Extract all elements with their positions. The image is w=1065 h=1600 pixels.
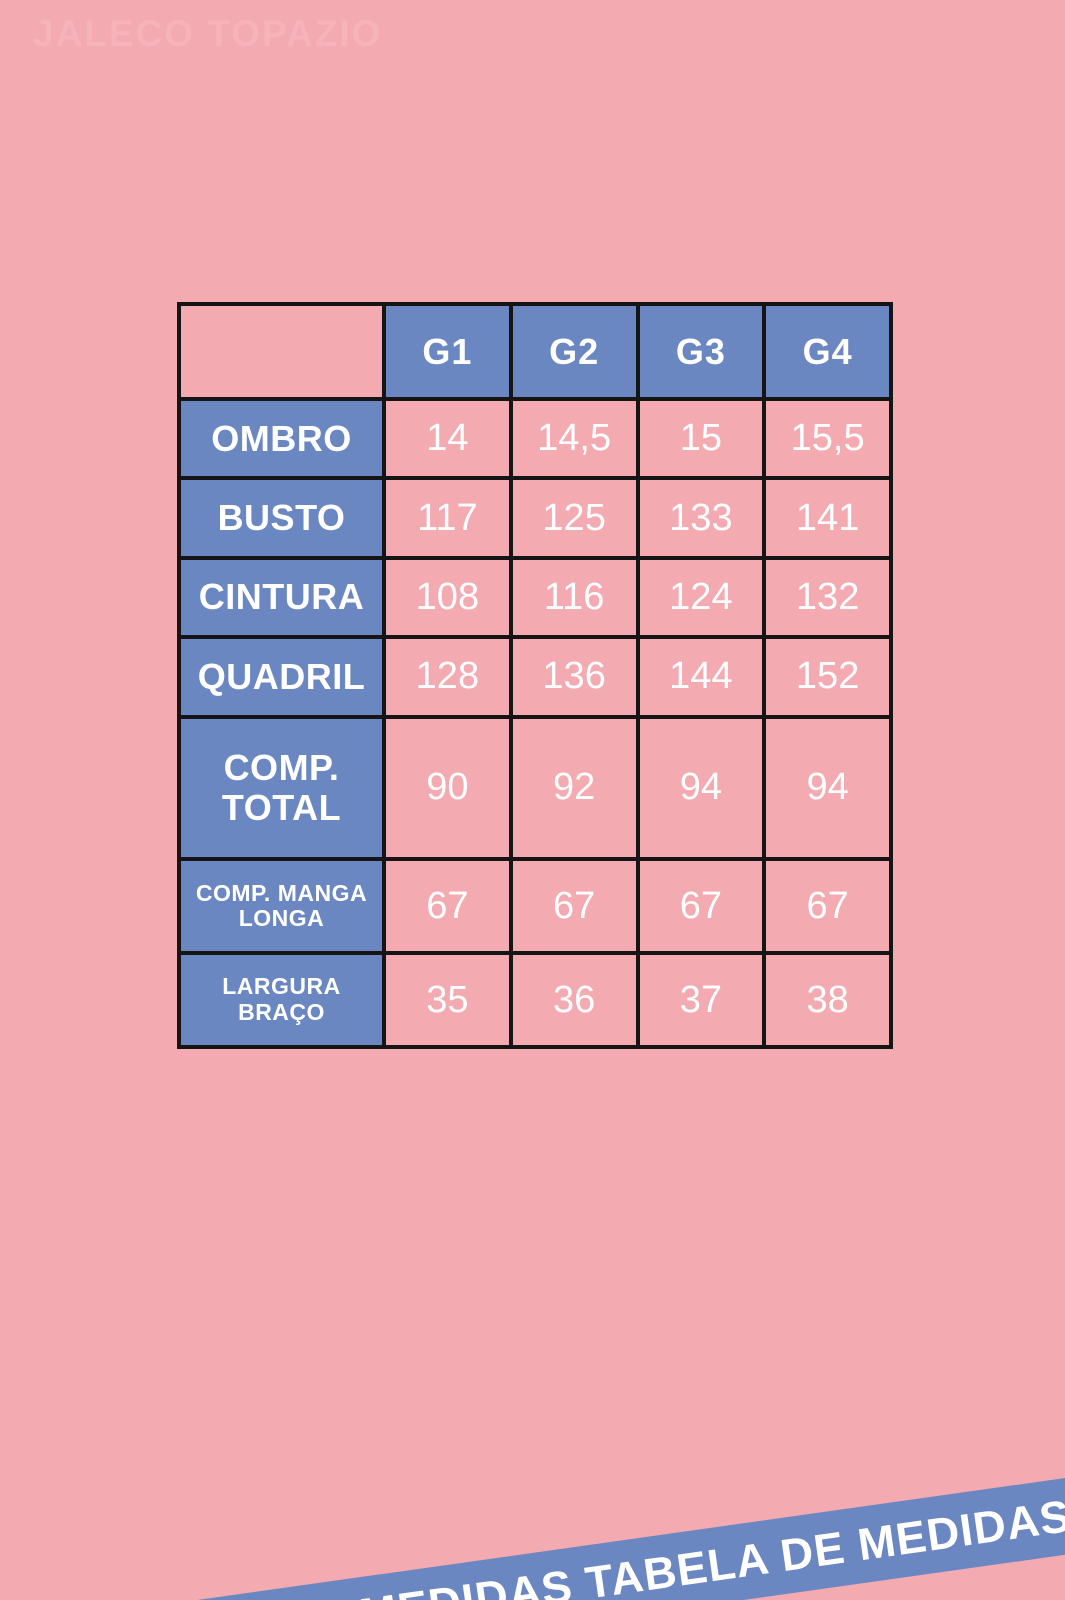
corner-cell	[177, 302, 386, 401]
brand-watermark: JALECO TOPAZIO	[33, 13, 383, 54]
value-cell: 37	[635, 951, 767, 1049]
table-row: OMBRO 14 14,5 15 15,5	[177, 396, 893, 481]
column-header-g3: G3	[635, 302, 767, 401]
measurements-table: G1 G2 G3 G4 OMBRO 14 14,5 15 15,5 BUSTO 117 125 133…	[177, 302, 893, 1049]
table-row: COMP. TOTAL 90 92 94 94	[177, 714, 893, 862]
table-row: BUSTO 117 125 133 141	[177, 476, 893, 560]
ribbon-text: TABELA DE MEDIDAS TABELA DE MEDIDAS TABE…	[0, 1490, 1065, 1600]
value-cell: 117	[382, 476, 513, 560]
value-cell: 14	[382, 396, 513, 481]
value-cell: 67	[382, 857, 513, 956]
value-cell: 14,5	[508, 396, 640, 481]
row-label: COMP. TOTAL	[177, 714, 386, 862]
value-cell: 136	[508, 635, 640, 719]
column-header-g2: G2	[508, 302, 640, 401]
column-header-g1: G1	[382, 302, 513, 401]
table-row: CINTURA 108 116 124 132	[177, 555, 893, 640]
value-cell: 125	[508, 476, 640, 560]
row-label: COMP. MANGA LONGA	[177, 857, 386, 956]
value-cell: 132	[762, 555, 893, 640]
value-cell: 35	[382, 951, 513, 1049]
value-cell: 36	[508, 951, 640, 1049]
table-body: OMBRO 14 14,5 15 15,5 BUSTO 117 125 133 141 CINTUR…	[177, 396, 893, 1049]
row-label: QUADRIL	[177, 635, 386, 719]
header-row: G1 G2 G3 G4	[177, 302, 893, 401]
value-cell: 152	[762, 635, 893, 719]
value-cell: 67	[635, 857, 767, 956]
table-row: QUADRIL 128 136 144 152	[177, 635, 893, 719]
value-cell: 15	[635, 396, 767, 481]
value-cell: 67	[762, 857, 893, 956]
value-cell: 108	[382, 555, 513, 640]
value-cell: 128	[382, 635, 513, 719]
value-cell: 94	[762, 714, 893, 862]
row-label: CINTURA	[177, 555, 386, 640]
column-header-g4: G4	[762, 302, 893, 401]
table-row: LARGURA BRAÇO 35 36 37 38	[177, 951, 893, 1049]
value-cell: 67	[508, 857, 640, 956]
row-label: BUSTO	[177, 476, 386, 560]
value-cell: 38	[762, 951, 893, 1049]
value-cell: 144	[635, 635, 767, 719]
value-cell: 141	[762, 476, 893, 560]
value-cell: 92	[508, 714, 640, 862]
value-cell: 133	[635, 476, 767, 560]
value-cell: 15,5	[762, 396, 893, 481]
row-label: OMBRO	[177, 396, 386, 481]
diagonal-ribbon: TABELA DE MEDIDAS TABELA DE MEDIDAS TABE…	[0, 1470, 1065, 1600]
value-cell: 90	[382, 714, 513, 862]
table-row: COMP. MANGA LONGA 67 67 67 67	[177, 857, 893, 956]
row-label: LARGURA BRAÇO	[177, 951, 386, 1049]
value-cell: 124	[635, 555, 767, 640]
value-cell: 116	[508, 555, 640, 640]
value-cell: 94	[635, 714, 767, 862]
